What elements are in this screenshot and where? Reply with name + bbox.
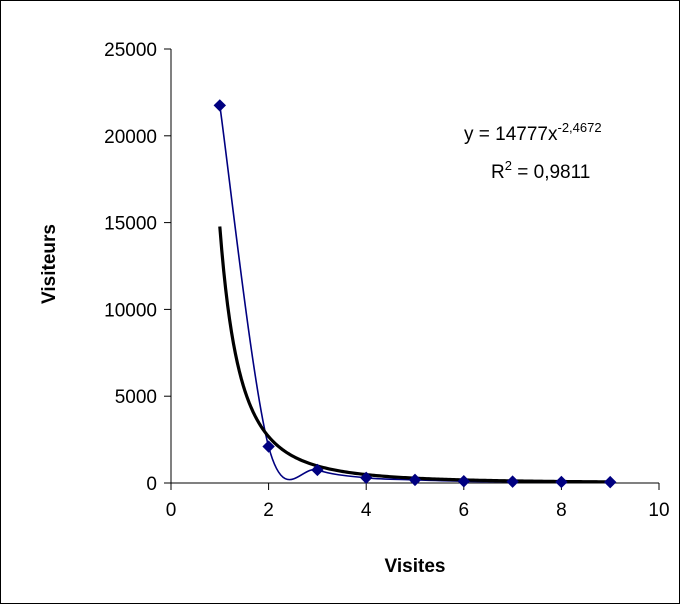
data-point-marker bbox=[262, 440, 275, 453]
marker-layer bbox=[213, 99, 617, 489]
y-tick-label: 0 bbox=[146, 474, 157, 495]
data-point-marker bbox=[359, 471, 373, 484]
trendline-r-squared: R2 = 0,9811 bbox=[491, 158, 590, 183]
r-squared-superscript: 2 bbox=[505, 158, 512, 173]
x-ticks: 0 2 4 6 8 10 bbox=[166, 483, 670, 521]
x-tick-label: 0 bbox=[166, 500, 177, 521]
data-point-marker bbox=[408, 473, 422, 487]
x-tick-label: 10 bbox=[648, 500, 669, 521]
x-tick-label: 4 bbox=[361, 500, 372, 521]
x-tick-label: 2 bbox=[263, 500, 274, 521]
data-point-marker bbox=[555, 475, 568, 489]
data-point-marker bbox=[457, 475, 471, 488]
data-point-marker bbox=[603, 475, 617, 489]
trend-layer bbox=[218, 226, 611, 484]
data-point-marker bbox=[213, 99, 227, 112]
x-axis-title: Visites bbox=[385, 556, 446, 577]
y-ticks: 0 5000 10000 15000 20000 25000 bbox=[104, 40, 171, 495]
trendline-equation-base: y = 14777x bbox=[464, 124, 558, 145]
x-tick-label: 8 bbox=[556, 500, 567, 521]
y-axis-title: Visiteurs bbox=[39, 224, 60, 304]
y-tick-label: 20000 bbox=[104, 127, 157, 148]
data-point-marker bbox=[506, 475, 519, 488]
y-tick-label: 15000 bbox=[104, 214, 157, 235]
x-tick-label: 6 bbox=[459, 500, 470, 521]
data-point-marker bbox=[311, 463, 324, 477]
axes bbox=[170, 49, 659, 484]
power-trendline bbox=[218, 226, 611, 484]
trendline-equation: y = 14777x-2,4672 bbox=[464, 120, 602, 145]
r-squared-symbol: R bbox=[491, 162, 505, 183]
y-tick-label: 5000 bbox=[115, 387, 157, 408]
trendline-equation-exponent: -2,4672 bbox=[558, 120, 602, 135]
y-tick-label: 25000 bbox=[104, 40, 157, 61]
y-tick-label: 10000 bbox=[104, 300, 157, 321]
r-squared-value: = 0,9811 bbox=[512, 162, 590, 183]
